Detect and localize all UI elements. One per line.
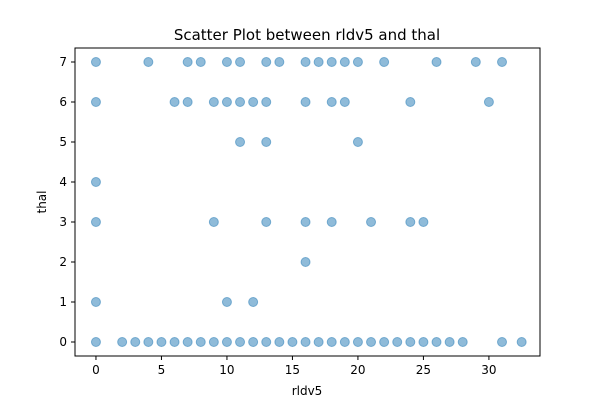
data-point (208, 337, 219, 347)
y-tick-label: 4 (59, 175, 67, 189)
data-point (90, 97, 101, 107)
data-point (497, 337, 508, 347)
x-tick-label: 20 (350, 363, 365, 377)
data-point (143, 57, 154, 67)
data-point (90, 217, 101, 227)
data-point (326, 57, 337, 67)
data-point (313, 57, 324, 67)
y-axis: 0 1 2 3 4 5 6 7 (59, 55, 75, 349)
data-point (248, 97, 259, 107)
chart-title: Scatter Plot between rldv5 and thal (174, 26, 440, 44)
y-tick-label: 0 (59, 335, 67, 349)
data-point (352, 57, 363, 67)
data-point (195, 337, 206, 347)
data-point (339, 97, 350, 107)
data-point (182, 97, 193, 107)
y-tick-label: 1 (59, 295, 67, 309)
data-point (90, 57, 101, 67)
plot-frame (74, 47, 541, 357)
data-point (483, 97, 494, 107)
y-axis-label: thal (35, 191, 49, 214)
data-point (300, 57, 311, 67)
data-point (326, 337, 337, 347)
data-point (235, 97, 246, 107)
data-point (169, 97, 180, 107)
data-point (221, 97, 232, 107)
data-point (143, 337, 154, 347)
y-tick-label: 3 (59, 215, 67, 229)
data-point (261, 217, 272, 227)
y-tick-label: 6 (59, 95, 67, 109)
data-point (379, 337, 390, 347)
x-axis: 0 5 10 15 20 25 30 (92, 356, 497, 377)
data-point (431, 337, 442, 347)
y-tick-label: 2 (59, 255, 67, 269)
data-point (405, 217, 416, 227)
data-point (300, 337, 311, 347)
data-point (431, 57, 442, 67)
data-point (235, 57, 246, 67)
data-point (444, 337, 455, 347)
data-point (156, 337, 167, 347)
data-point (90, 177, 101, 187)
data-point (90, 297, 101, 307)
data-point (392, 337, 403, 347)
x-tick-label: 25 (416, 363, 431, 377)
y-tick-label: 7 (59, 55, 67, 69)
data-point (457, 337, 468, 347)
data-point (470, 57, 481, 67)
data-point (405, 97, 416, 107)
points-layer (90, 57, 527, 347)
x-tick-label: 30 (481, 363, 496, 377)
data-point (326, 217, 337, 227)
x-tick-label: 5 (158, 363, 166, 377)
data-point (221, 57, 232, 67)
data-point (182, 337, 193, 347)
data-point (235, 137, 246, 147)
data-point (208, 217, 219, 227)
data-point (497, 57, 508, 67)
data-point (208, 97, 219, 107)
data-point (248, 297, 259, 307)
data-point (261, 97, 272, 107)
data-point (221, 297, 232, 307)
data-point (418, 337, 429, 347)
data-point (352, 137, 363, 147)
data-point (261, 57, 272, 67)
data-point (182, 57, 193, 67)
data-point (117, 337, 128, 347)
data-point (379, 57, 390, 67)
data-point (418, 217, 429, 227)
y-tick-label: 5 (59, 135, 67, 149)
data-point (516, 337, 527, 347)
x-tick-label: 0 (92, 363, 100, 377)
data-point (352, 337, 363, 347)
data-point (313, 337, 324, 347)
data-point (274, 337, 285, 347)
data-point (274, 57, 285, 67)
data-point (261, 137, 272, 147)
data-point (405, 337, 416, 347)
x-axis-label: rldv5 (292, 384, 323, 398)
x-tick-label: 15 (285, 363, 300, 377)
data-point (130, 337, 141, 347)
data-point (287, 337, 298, 347)
data-point (300, 217, 311, 227)
data-point (90, 337, 101, 347)
data-point (300, 257, 311, 267)
data-point (366, 337, 377, 347)
data-point (221, 337, 232, 347)
data-point (300, 97, 311, 107)
data-point (326, 97, 337, 107)
data-point (339, 57, 350, 67)
data-point (235, 337, 246, 347)
data-point (169, 337, 180, 347)
data-point (339, 337, 350, 347)
data-point (195, 57, 206, 67)
data-point (261, 337, 272, 347)
data-point (248, 337, 259, 347)
data-point (366, 217, 377, 227)
x-tick-label: 10 (219, 363, 234, 377)
